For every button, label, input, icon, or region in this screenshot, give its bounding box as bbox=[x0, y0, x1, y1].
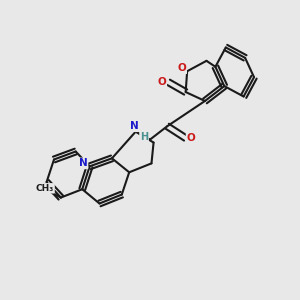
Text: O: O bbox=[177, 63, 186, 73]
Text: O: O bbox=[187, 133, 195, 143]
Text: O: O bbox=[158, 77, 166, 87]
Text: N: N bbox=[130, 121, 139, 131]
Text: CH₃: CH₃ bbox=[36, 184, 54, 193]
Text: H: H bbox=[140, 132, 148, 142]
Text: N: N bbox=[79, 158, 88, 168]
